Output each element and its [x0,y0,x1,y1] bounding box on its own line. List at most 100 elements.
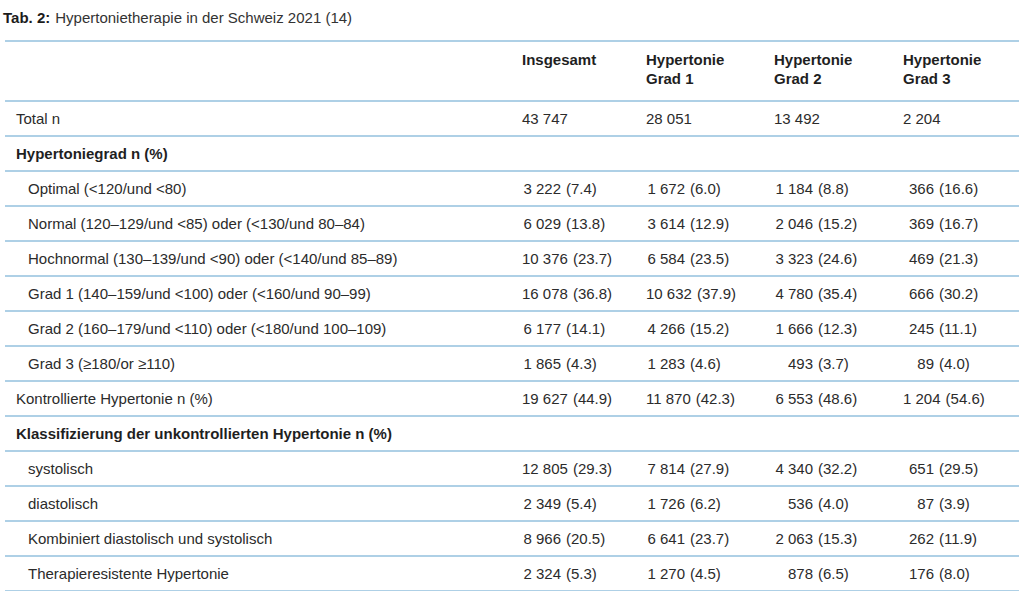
column-header-empty [5,41,511,101]
row-label: Kombiniert diastolisch und systolisch [5,521,511,556]
cell-percent: (4.5) [685,565,721,582]
cell-percent: (23.7) [685,530,729,547]
table-cell: 4 266(15.2) [635,311,763,346]
cell-count: 89 [903,355,934,372]
column-header-grad-1: Hypertonie Grad 1 [635,41,763,101]
table-cell: 6 584(23.5) [635,241,763,276]
cell-count: 493 [774,355,813,372]
cell-percent: (23.5) [685,250,729,267]
row-label: Therapieresistente Hypertonie [5,556,511,591]
row-label: Grad 3 (≥180/or ≥110) [5,346,511,381]
table-cell: 2 063(15.3) [763,521,892,556]
table-cell: 2 046(15.2) [763,206,892,241]
hypertension-table: Insgesamt Hypertonie Grad 1 Hypertonie G… [5,40,1019,591]
cell-percent: (12.9) [685,215,729,232]
cell-count: 1 204 [903,390,941,407]
cell-count: 1 270 [646,565,685,582]
table-header: Insgesamt Hypertonie Grad 1 Hypertonie G… [5,41,1019,101]
table-cell: 1 283(4.6) [635,346,763,381]
table-cell: 2 324(5.3) [511,556,635,591]
cell-count: 262 [903,530,934,547]
cell-count: 878 [774,565,813,582]
column-header-grad-3: Hypertonie Grad 3 [892,41,1019,101]
table-row: Hochnormal (130–139/und <90) oder (<140/… [5,241,1019,276]
cell-percent: (15.3) [813,530,857,547]
cell-count: 10 632 [646,285,692,302]
table-cell: 262(11.9) [892,521,1019,556]
cell-count: 4 266 [646,320,685,337]
table-cell: 1 184(8.8) [763,171,892,206]
table-cell: 176(8.0) [892,556,1019,591]
table-row: systolisch12 805(29.3)7 814(27.9)4 340(3… [5,451,1019,486]
cell-count: 43 747 [522,110,568,127]
cell-count: 7 814 [646,460,685,477]
page: Tab. 2:Hypertonietherapie in der Schweiz… [0,0,1024,591]
table-cell: 3 222(7.4) [511,171,635,206]
table-cell: 666(30.2) [892,276,1019,311]
cell-count: 6 029 [522,215,561,232]
table-row: Kombiniert diastolisch und systolisch8 9… [5,521,1019,556]
cell-count: 2 046 [774,215,813,232]
cell-count: 1 283 [646,355,685,372]
cell-percent: (16.6) [934,180,978,197]
cell-count: 6 641 [646,530,685,547]
cell-percent: (48.6) [813,390,857,407]
table-cell: 11 870(42.3) [635,381,763,416]
table-cell: 2 204 [892,101,1019,136]
cell-count: 28 051 [646,110,692,127]
table-row: Kontrollierte Hypertonie n (%)19 627(44.… [5,381,1019,416]
cell-count: 10 376 [522,250,568,267]
cell-count: 536 [774,495,813,512]
cell-percent: (5.3) [561,565,597,582]
table-cell: 1 666(12.3) [763,311,892,346]
table-row: Total n43 74728 05113 4922 204 [5,101,1019,136]
cell-percent: (6.5) [813,565,849,582]
table-cell: 12 805(29.3) [511,451,635,486]
table-row: diastolisch2 349(5.4)1 726(6.2)536(4.0)8… [5,486,1019,521]
cell-count: 3 323 [774,250,813,267]
column-header-insgesamt: Insgesamt [511,41,635,101]
table-cell: 8 966(20.5) [511,521,635,556]
cell-count: 176 [903,565,934,582]
cell-count: 19 627 [522,390,568,407]
cell-percent: (3.7) [813,355,849,372]
section-row: Klassifizierung der unkontrollierten Hyp… [5,416,1019,451]
cell-percent: (4.6) [685,355,721,372]
cell-count: 469 [903,250,934,267]
cell-percent: (8.0) [934,565,970,582]
cell-count: 2 204 [903,110,941,127]
table-cell: 369(16.7) [892,206,1019,241]
table-cell: 6 029(13.8) [511,206,635,241]
row-label: Hochnormal (130–139/und <90) oder (<140/… [5,241,511,276]
cell-percent: (13.8) [561,215,605,232]
cell-percent: (7.4) [561,180,597,197]
table-cell: 366(16.6) [892,171,1019,206]
cell-percent: (16.7) [934,215,978,232]
table-cell: 245(11.1) [892,311,1019,346]
cell-count: 6 177 [522,320,561,337]
cell-percent: (6.0) [685,180,721,197]
table-cell: 6 553(48.6) [763,381,892,416]
cell-percent: (44.9) [568,390,612,407]
column-header-grad-2: Hypertonie Grad 2 [763,41,892,101]
table-cell: 13 492 [763,101,892,136]
cell-percent: (37.9) [692,285,736,302]
section-row: Hypertoniegrad n (%) [5,136,1019,171]
table-row: Grad 2 (160–179/und <110) oder (<180/und… [5,311,1019,346]
cell-percent: (29.3) [568,460,612,477]
table-cell: 651(29.5) [892,451,1019,486]
cell-percent: (27.9) [685,460,729,477]
cell-percent: (24.6) [813,250,857,267]
cell-count: 12 805 [522,460,568,477]
table-cell: 469(21.3) [892,241,1019,276]
table-cell: 7 814(27.9) [635,451,763,486]
table-cell: 1 672(6.0) [635,171,763,206]
table-row: Grad 1 (140–159/und <100) oder (<160/und… [5,276,1019,311]
table-cell: 19 627(44.9) [511,381,635,416]
cell-count: 2 063 [774,530,813,547]
cell-percent: (20.5) [561,530,605,547]
cell-count: 245 [903,320,934,337]
cell-count: 16 078 [522,285,568,302]
table-cell: 87(3.9) [892,486,1019,521]
table-cell: 3 323(24.6) [763,241,892,276]
